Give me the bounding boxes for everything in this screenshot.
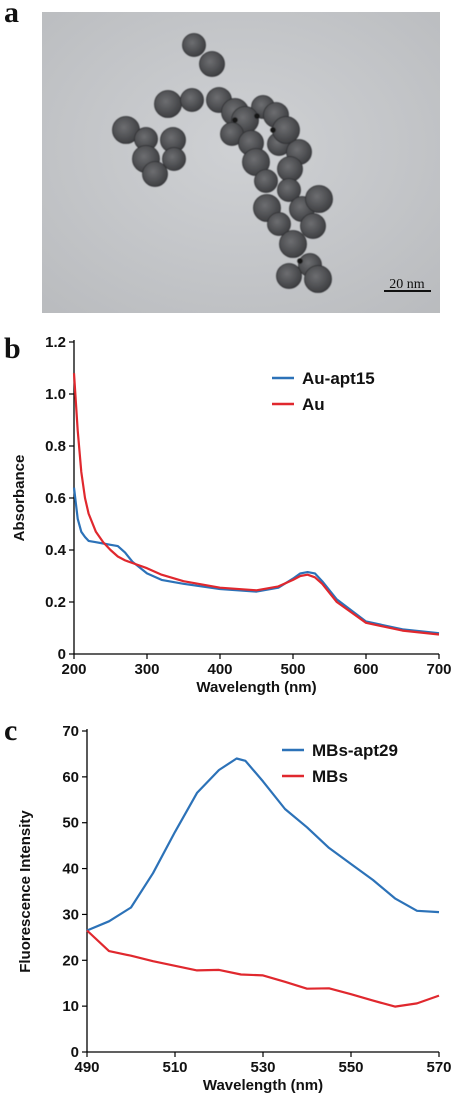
nanoparticle [162,147,186,171]
y-tick-label: 50 [62,815,79,832]
y-tick-label: 60 [62,769,79,786]
series-line-au [72,373,440,636]
nanoparticle [267,212,291,236]
series-line-au-apt15 [72,487,440,635]
nanoparticle [154,90,182,118]
tem-micrograph: 20 nm [42,12,440,313]
y-tick-label: 70 [62,723,79,740]
nanoparticle [272,116,300,144]
fluorescence-chart: 490 510 530 550 570 0 10 20 30 40 50 60 70 Wavelength… [17,723,452,1094]
nanoparticle [182,33,206,57]
x-axis-label: Wavelength (nm) [196,679,316,696]
y-tick-label: 30 [62,906,79,923]
dark-spot [270,127,276,133]
x-tick-label: 570 [426,1059,451,1076]
nanoparticle [180,88,204,112]
y-axis-label: Fluorescence Intensity [17,810,34,973]
x-tick-label: 510 [162,1059,187,1076]
series-line-mbs-apt29 [86,757,440,932]
dark-spot [297,258,303,264]
nanoparticle [300,213,326,239]
scale-bar: 20 nm [384,277,431,292]
y-tick-label: 1.0 [45,386,66,403]
x-tick-label: 550 [338,1059,363,1076]
x-tick-label: 490 [74,1059,99,1076]
panel-label-c: c [4,714,18,747]
x-tick-label: 300 [134,661,159,678]
y-tick-label: 0.6 [45,490,66,507]
legend-label: Au-apt15 [302,369,375,388]
y-axis-label: Absorbance [11,455,28,542]
panel-label-a: a [4,0,19,29]
nanoparticle [254,169,278,193]
panel-label-b: b [4,332,21,365]
y-tick-label: 0.8 [45,438,66,455]
dark-spot [254,113,260,119]
y-tick-label: 0 [58,646,66,663]
nanoparticle [277,178,301,202]
y-tick-label: 0.4 [45,542,67,559]
x-tick-label: 530 [250,1059,275,1076]
x-tick-label: 400 [207,661,232,678]
scale-bar-label: 20 nm [389,277,425,292]
y-tick-label: 20 [62,952,79,969]
y-tick-label: 0.2 [45,594,66,611]
y-tick-label: 1.2 [45,334,66,351]
legend-label: MBs [312,767,348,786]
tem-background [42,12,440,313]
nanoparticle [279,230,307,258]
x-tick-label: 600 [353,661,378,678]
nanoparticle [305,185,333,213]
legend-label: MBs-apt29 [312,741,398,760]
nanoparticle [199,51,225,77]
y-tick-label: 0 [71,1044,79,1061]
x-tick-label: 200 [61,661,86,678]
y-tick-label: 10 [62,998,79,1015]
absorbance-chart: 200 300 400 500 600 700 0 0.2 0.4 0.6 0.8 1.0 1.2 Wav… [11,334,452,696]
x-tick-label: 500 [280,661,305,678]
dark-spot [232,117,238,123]
x-tick-label: 700 [426,661,451,678]
y-tick-label: 40 [62,861,79,878]
x-axis-label: Wavelength (nm) [203,1077,323,1094]
legend-label: Au [302,395,325,414]
nanoparticle [276,263,302,289]
nanoparticle [142,161,168,187]
series-line-mbs [86,929,440,1008]
nanoparticle [304,265,332,293]
nanoparticle [277,156,303,182]
nanoparticle-cluster [112,33,333,293]
